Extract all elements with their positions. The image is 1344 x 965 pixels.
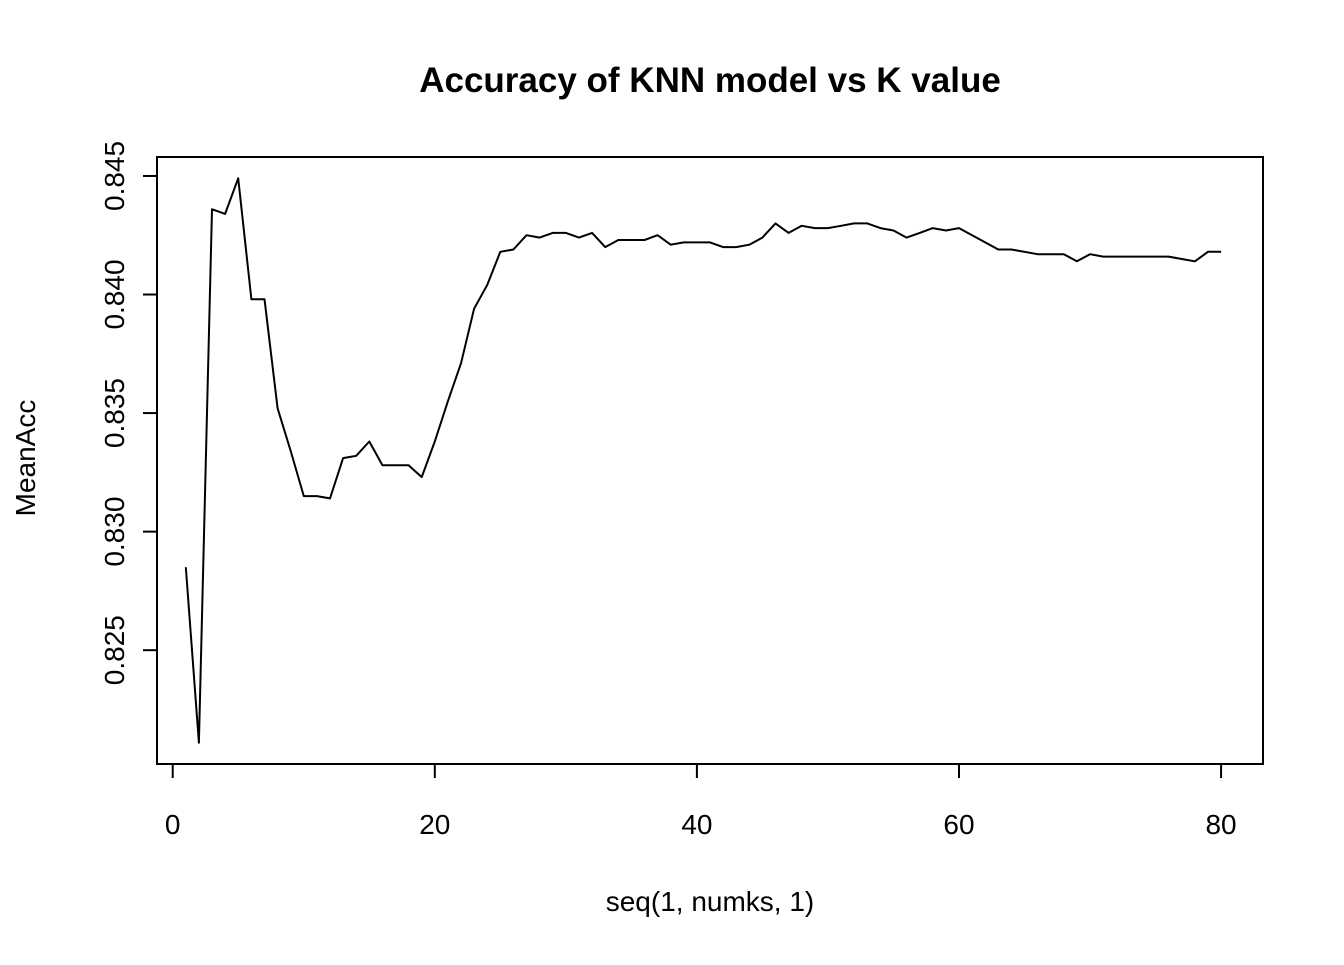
x-tick-label: 20 xyxy=(419,809,450,840)
y-axis-label: MeanAcc xyxy=(10,400,41,517)
y-tick-label: 0.835 xyxy=(99,378,130,448)
y-tick-label: 0.830 xyxy=(99,497,130,567)
chart-title: Accuracy of KNN model vs K value xyxy=(419,61,1001,100)
x-tick-label: 80 xyxy=(1205,809,1236,840)
x-axis-label: seq(1, numks, 1) xyxy=(606,886,815,917)
y-tick-label: 0.845 xyxy=(99,141,130,211)
x-tick-label: 60 xyxy=(943,809,974,840)
series-line-mean-accuracy xyxy=(184,177,1222,744)
plot-frame xyxy=(156,156,1264,765)
x-tick-label: 40 xyxy=(681,809,712,840)
y-axis: 0.825 0.830 0.835 0.840 0.845 xyxy=(99,141,158,685)
y-tick-label: 0.840 xyxy=(99,259,130,329)
x-tick-label: 0 xyxy=(165,809,181,840)
x-axis: 0 20 40 60 80 xyxy=(165,763,1237,840)
y-tick-label: 0.825 xyxy=(99,615,130,685)
